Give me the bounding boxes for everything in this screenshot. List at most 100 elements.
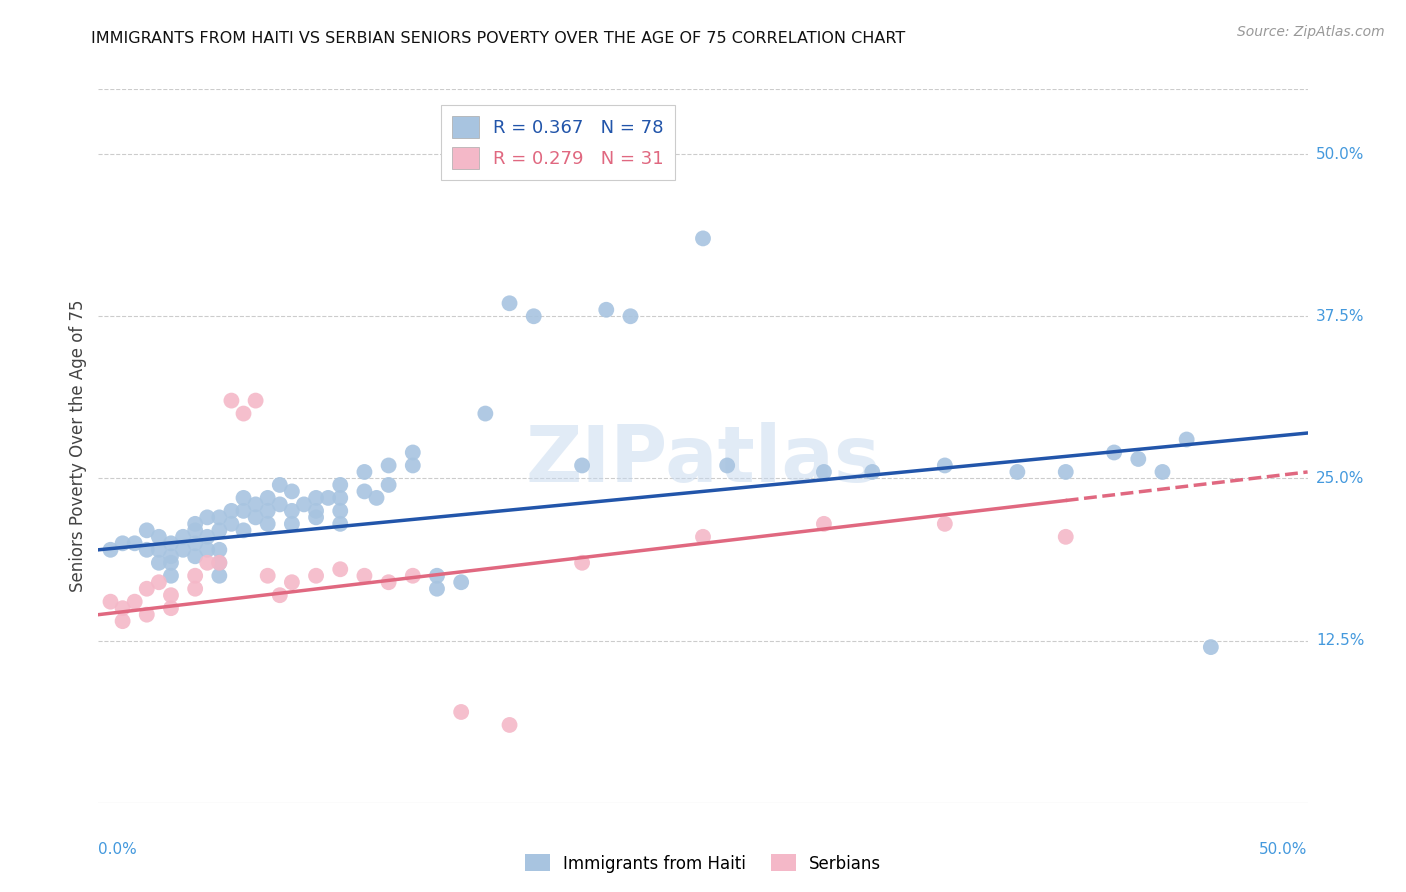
- Point: [100, 542, 122, 557]
- Point: [208, 556, 231, 570]
- Point: [934, 516, 956, 531]
- Point: [135, 542, 157, 557]
- Point: [1007, 465, 1029, 479]
- Point: [172, 542, 194, 557]
- Point: [281, 504, 304, 518]
- Text: IMMIGRANTS FROM HAITI VS SERBIAN SENIORS POVERTY OVER THE AGE OF 75 CORRELATION : IMMIGRANTS FROM HAITI VS SERBIAN SENIORS…: [91, 31, 905, 46]
- Text: 37.5%: 37.5%: [1316, 309, 1364, 324]
- Point: [353, 465, 375, 479]
- Point: [1102, 445, 1125, 459]
- Point: [221, 504, 243, 518]
- Point: [135, 524, 157, 538]
- Point: [111, 601, 134, 615]
- Point: [135, 607, 157, 622]
- Point: [329, 562, 352, 576]
- Point: [184, 568, 207, 582]
- Point: [208, 542, 231, 557]
- Point: [1128, 452, 1150, 467]
- Text: 50.0%: 50.0%: [1316, 146, 1364, 161]
- Point: [184, 524, 207, 538]
- Point: [160, 536, 183, 550]
- Point: [208, 524, 231, 538]
- Point: [934, 458, 956, 473]
- Point: [232, 407, 254, 421]
- Point: [160, 601, 183, 615]
- Point: [281, 575, 304, 590]
- Point: [232, 504, 254, 518]
- Point: [498, 718, 520, 732]
- Point: [148, 575, 170, 590]
- Text: 50.0%: 50.0%: [1260, 842, 1308, 856]
- Point: [184, 516, 207, 531]
- Point: [221, 516, 243, 531]
- Point: [148, 542, 170, 557]
- Point: [305, 504, 328, 518]
- Point: [256, 568, 278, 582]
- Point: [208, 510, 231, 524]
- Point: [160, 556, 183, 570]
- Point: [305, 510, 328, 524]
- Point: [160, 549, 183, 564]
- Point: [402, 445, 425, 459]
- Point: [292, 497, 315, 511]
- Text: Source: ZipAtlas.com: Source: ZipAtlas.com: [1237, 25, 1385, 39]
- Point: [571, 458, 593, 473]
- Point: [111, 614, 134, 628]
- Point: [111, 536, 134, 550]
- Point: [184, 549, 207, 564]
- Point: [195, 510, 218, 524]
- Point: [860, 465, 883, 479]
- Point: [148, 556, 170, 570]
- Point: [1175, 433, 1198, 447]
- Point: [353, 568, 375, 582]
- Point: [450, 575, 472, 590]
- Point: [692, 231, 714, 245]
- Point: [426, 568, 449, 582]
- Point: [813, 516, 835, 531]
- Point: [377, 458, 399, 473]
- Text: 0.0%: 0.0%: [98, 842, 138, 856]
- Point: [1199, 640, 1222, 654]
- Point: [256, 516, 278, 531]
- Text: ZIPatlas: ZIPatlas: [526, 422, 880, 499]
- Point: [184, 582, 207, 596]
- Point: [269, 497, 291, 511]
- Point: [269, 478, 291, 492]
- Point: [474, 407, 496, 421]
- Point: [1054, 530, 1077, 544]
- Point: [269, 588, 291, 602]
- Point: [1054, 465, 1077, 479]
- Point: [377, 575, 399, 590]
- Point: [135, 582, 157, 596]
- Point: [208, 556, 231, 570]
- Legend: R = 0.367   N = 78, R = 0.279   N = 31: R = 0.367 N = 78, R = 0.279 N = 31: [441, 105, 675, 180]
- Point: [571, 556, 593, 570]
- Point: [208, 568, 231, 582]
- Point: [221, 393, 243, 408]
- Point: [245, 497, 267, 511]
- Point: [184, 536, 207, 550]
- Point: [329, 478, 352, 492]
- Point: [160, 588, 183, 602]
- Point: [172, 530, 194, 544]
- Point: [498, 296, 520, 310]
- Point: [281, 516, 304, 531]
- Point: [402, 568, 425, 582]
- Point: [595, 302, 617, 317]
- Point: [377, 478, 399, 492]
- Text: 12.5%: 12.5%: [1316, 633, 1364, 648]
- Point: [329, 516, 352, 531]
- Point: [232, 491, 254, 505]
- Point: [232, 524, 254, 538]
- Point: [160, 568, 183, 582]
- Point: [195, 542, 218, 557]
- Point: [402, 458, 425, 473]
- Point: [813, 465, 835, 479]
- Point: [148, 530, 170, 544]
- Point: [256, 504, 278, 518]
- Legend: Immigrants from Haiti, Serbians: Immigrants from Haiti, Serbians: [517, 847, 889, 880]
- Point: [100, 595, 122, 609]
- Point: [305, 568, 328, 582]
- Point: [256, 491, 278, 505]
- Point: [305, 491, 328, 505]
